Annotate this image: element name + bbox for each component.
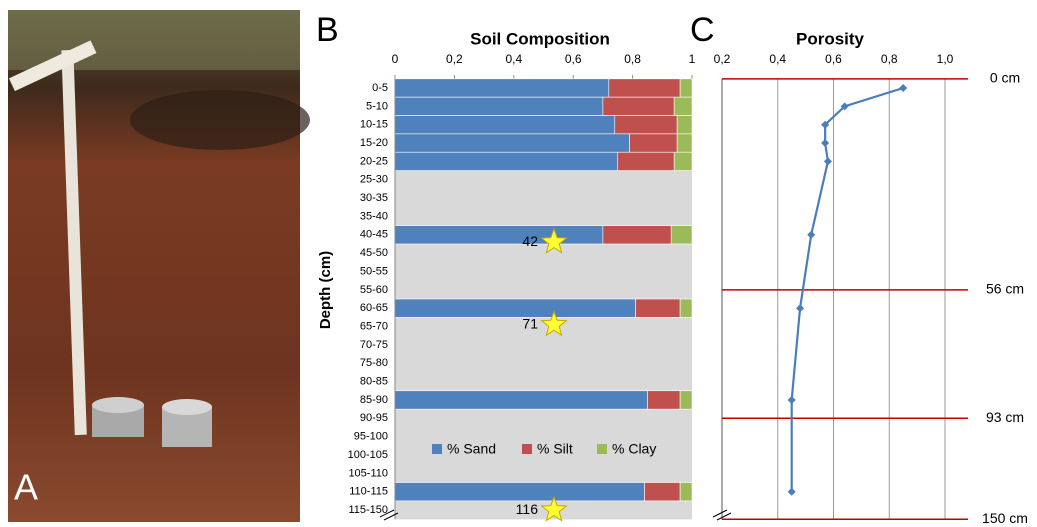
y-tick-label: 30-35 bbox=[360, 192, 388, 204]
point bbox=[840, 102, 849, 111]
legend-swatch bbox=[522, 444, 532, 454]
bar bbox=[647, 390, 681, 410]
x-tick-label: 0,2 bbox=[446, 52, 463, 66]
panel-label: A bbox=[14, 467, 38, 508]
chart-title: Soil Composition bbox=[470, 29, 610, 48]
bar bbox=[679, 298, 693, 318]
y-tick-label: 50-55 bbox=[360, 265, 388, 277]
x-tick-label: 0,2 bbox=[714, 52, 731, 66]
point bbox=[807, 230, 816, 239]
bar bbox=[673, 96, 693, 116]
legend-label: % Silt bbox=[537, 441, 573, 457]
y-tick-label: 85-90 bbox=[360, 394, 388, 406]
y-tick-label: 100-105 bbox=[348, 449, 388, 461]
bar bbox=[679, 482, 693, 502]
point bbox=[787, 487, 796, 496]
annotation: 116 bbox=[516, 501, 539, 517]
star-marker bbox=[540, 310, 568, 337]
bar bbox=[394, 225, 604, 245]
bar bbox=[679, 78, 693, 98]
x-tick-label: 0,6 bbox=[825, 52, 842, 66]
photo bbox=[8, 10, 310, 522]
x-tick-label: 0,8 bbox=[624, 52, 641, 66]
annotation: 42 bbox=[522, 233, 538, 249]
bar bbox=[394, 133, 630, 153]
y-tick-label: 0-5 bbox=[372, 82, 388, 94]
y-tick-label: 90-95 bbox=[360, 412, 388, 424]
y-tick-label: 55-60 bbox=[360, 284, 388, 296]
y-tick-label: 115-150 bbox=[348, 504, 388, 516]
bar bbox=[394, 390, 648, 410]
point bbox=[899, 84, 908, 92]
legend-swatch bbox=[597, 444, 607, 454]
star-marker bbox=[540, 495, 568, 522]
legend-label: % Sand bbox=[447, 441, 496, 457]
y-tick-label: 25-30 bbox=[360, 174, 388, 186]
y-tick-label: 10-15 bbox=[360, 119, 388, 131]
axis-break bbox=[712, 509, 728, 518]
reference-label: 0 cm bbox=[990, 70, 1020, 86]
y-tick-label: 110-115 bbox=[349, 486, 388, 498]
legend-swatch bbox=[432, 444, 442, 454]
bar bbox=[676, 115, 693, 135]
y-axis-label: Depth (cm) bbox=[317, 251, 334, 329]
axis-break bbox=[716, 512, 732, 521]
reference-label: 93 cm bbox=[986, 409, 1024, 425]
bar bbox=[394, 151, 619, 171]
chart-title: Porosity bbox=[796, 29, 865, 48]
bar bbox=[602, 225, 672, 245]
bar bbox=[670, 225, 693, 245]
reference-label: 150 cm bbox=[982, 510, 1028, 526]
y-tick-label: 60-65 bbox=[360, 302, 388, 314]
bar bbox=[629, 133, 678, 153]
panel-label: C bbox=[690, 11, 715, 49]
y-tick-label: 105-110 bbox=[348, 467, 388, 479]
axis-break bbox=[383, 512, 399, 521]
bar bbox=[679, 390, 693, 410]
bar bbox=[394, 96, 604, 116]
panel-label: B bbox=[316, 11, 339, 49]
y-tick-label: 15-20 bbox=[360, 137, 388, 149]
y-tick-label: 80-85 bbox=[360, 376, 388, 388]
bar bbox=[602, 96, 675, 116]
x-tick-label: 0,6 bbox=[565, 52, 582, 66]
bar bbox=[394, 115, 616, 135]
y-tick-label: 75-80 bbox=[360, 357, 388, 369]
star-marker bbox=[540, 227, 568, 254]
annotation: 71 bbox=[522, 315, 538, 331]
y-tick-label: 45-50 bbox=[360, 247, 388, 259]
y-tick-label: 70-75 bbox=[360, 339, 388, 351]
bar bbox=[394, 78, 610, 98]
legend-label: % Clay bbox=[612, 441, 656, 457]
x-tick-label: 0,4 bbox=[505, 52, 522, 66]
bar bbox=[673, 151, 693, 171]
reference-label: 56 cm bbox=[986, 281, 1024, 297]
bar bbox=[608, 78, 681, 98]
y-tick-label: 5-10 bbox=[366, 100, 388, 112]
axis-break bbox=[379, 509, 395, 518]
bar bbox=[394, 482, 645, 502]
point bbox=[821, 139, 830, 148]
bar bbox=[617, 151, 675, 171]
x-tick-label: 1 bbox=[689, 52, 696, 66]
y-tick-label: 20-25 bbox=[360, 155, 388, 167]
y-tick-label: 40-45 bbox=[360, 229, 388, 241]
bar bbox=[614, 115, 678, 135]
y-tick-label: 95-100 bbox=[354, 431, 388, 443]
point bbox=[796, 304, 805, 313]
x-tick-label: 0 bbox=[392, 52, 399, 66]
bar bbox=[635, 298, 681, 318]
x-tick-label: 0,8 bbox=[881, 52, 898, 66]
x-tick-label: 0,4 bbox=[769, 52, 786, 66]
bar bbox=[394, 298, 636, 318]
point bbox=[823, 157, 832, 166]
y-tick-label: 65-70 bbox=[360, 320, 388, 332]
x-tick-label: 1,0 bbox=[937, 52, 954, 66]
y-tick-label: 35-40 bbox=[360, 210, 388, 222]
bar bbox=[676, 133, 693, 153]
bar bbox=[644, 482, 681, 502]
point bbox=[787, 395, 796, 404]
point bbox=[821, 120, 830, 129]
